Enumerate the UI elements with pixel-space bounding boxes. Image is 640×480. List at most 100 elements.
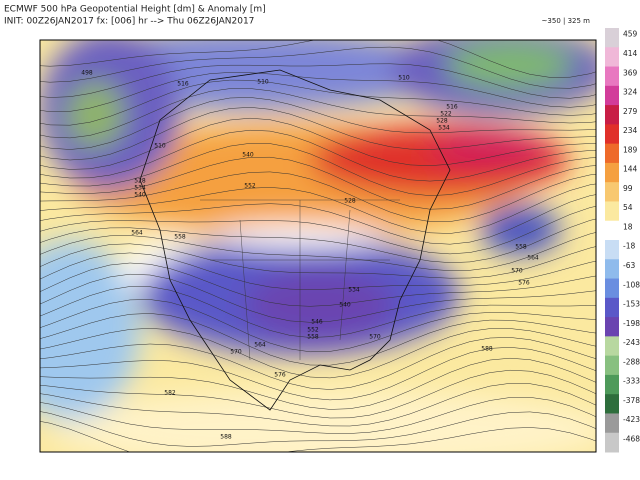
contour-line bbox=[40, 369, 596, 419]
contour-label: 528 bbox=[436, 118, 448, 125]
colorbar-label: 144 bbox=[623, 165, 638, 174]
contour-line bbox=[40, 347, 596, 401]
contour-label: 534 bbox=[438, 125, 450, 132]
contour-label: 564 bbox=[527, 255, 539, 262]
contour-line bbox=[40, 383, 596, 427]
colorbar-swatch bbox=[605, 66, 619, 87]
colorbar-swatch bbox=[605, 220, 619, 241]
contour-label: 552 bbox=[244, 183, 256, 190]
contour-label: 510 bbox=[154, 143, 166, 150]
colorbar-swatch bbox=[605, 413, 619, 434]
contour-label: 516 bbox=[446, 104, 458, 111]
contour-label: 540 bbox=[242, 152, 254, 159]
colorbar-swatch bbox=[605, 28, 619, 48]
contour-label: 576 bbox=[518, 280, 530, 287]
colorbar-label: -378 bbox=[623, 396, 640, 405]
contour-line bbox=[40, 97, 596, 150]
colorbar-swatch bbox=[605, 201, 619, 222]
colorbar-label: 324 bbox=[623, 88, 638, 97]
contour-label: 546 bbox=[311, 319, 323, 326]
contour-label: 570 bbox=[511, 268, 523, 275]
colorbar-label: 189 bbox=[623, 145, 638, 154]
colorbar-label: 54 bbox=[623, 203, 633, 212]
contour-label: 588 bbox=[220, 434, 232, 441]
colorbar-label: -18 bbox=[623, 242, 635, 251]
contour-label: 528 bbox=[344, 198, 356, 205]
contour-label: 522 bbox=[440, 111, 452, 118]
colorbar-swatch bbox=[605, 374, 619, 395]
colorbar-swatch bbox=[605, 432, 619, 453]
contour-label: 540 bbox=[339, 302, 351, 309]
colorbar-swatch bbox=[605, 182, 619, 202]
colorbar-swatch bbox=[605, 47, 619, 68]
contour-line bbox=[40, 357, 596, 410]
contour-line bbox=[40, 337, 596, 390]
colorbar-swatch bbox=[605, 162, 619, 183]
contour-line bbox=[40, 328, 596, 379]
colorbar-label: -63 bbox=[623, 261, 635, 270]
colorbar-label: 414 bbox=[623, 49, 638, 58]
contour-label: 516 bbox=[177, 81, 189, 88]
contour-line bbox=[40, 143, 596, 196]
contour-line bbox=[40, 273, 596, 323]
contour-label: 570 bbox=[369, 334, 381, 341]
colorbar-swatch bbox=[605, 336, 619, 357]
colorbar-label: 99 bbox=[623, 184, 633, 193]
contour-label: 558 bbox=[515, 244, 527, 251]
colorbar-swatch bbox=[605, 259, 619, 280]
colorbar-label: -423 bbox=[623, 415, 640, 424]
contour-label: 510 bbox=[257, 79, 269, 86]
title: ECMWF 500 hPa Geopotential Height [dm] &… bbox=[4, 5, 266, 15]
contour-line bbox=[40, 218, 596, 263]
contour-label: 588 bbox=[481, 346, 493, 353]
colorbar-swatch bbox=[605, 240, 619, 260]
contour-label: 576 bbox=[274, 372, 286, 379]
colorbar-swatch bbox=[605, 278, 619, 299]
contour-line bbox=[40, 232, 596, 271]
contour-line bbox=[40, 206, 596, 255]
contour-line bbox=[40, 313, 596, 366]
contour-line bbox=[40, 46, 596, 89]
contour-line bbox=[40, 262, 596, 307]
contour-line bbox=[40, 252, 596, 290]
colorbar-swatch bbox=[605, 297, 619, 318]
colorbar-label: 234 bbox=[623, 126, 638, 135]
colorbar-swatch bbox=[605, 143, 619, 164]
contour-label: 564 bbox=[254, 342, 266, 349]
colorbar-label: -153 bbox=[623, 300, 640, 309]
colorbar: 459 414 369 324 279 234 189 144 99 54 18 -18 -63 -108… bbox=[605, 28, 640, 453]
anomaly-range: ~350 | 325 m bbox=[542, 17, 591, 25]
colorbar-swatch bbox=[605, 105, 619, 125]
colorbar-label: 369 bbox=[623, 68, 638, 77]
contour-label: 564 bbox=[131, 230, 143, 237]
contour-line bbox=[40, 299, 596, 353]
contour-line bbox=[40, 171, 596, 222]
colorbar-swatch bbox=[605, 355, 619, 376]
contour-label: 534 bbox=[134, 185, 146, 192]
contour-label: 528 bbox=[134, 178, 146, 185]
contour-label: 558 bbox=[174, 234, 186, 241]
contour-line bbox=[40, 183, 596, 234]
colorbar-swatch bbox=[605, 394, 619, 414]
contour-label: 540 bbox=[134, 192, 146, 199]
colorbar-label: 459 bbox=[623, 30, 638, 39]
colorbar-swatch bbox=[605, 317, 619, 337]
contour-line bbox=[40, 243, 596, 279]
contour-label: 534 bbox=[348, 287, 360, 294]
contour-line bbox=[40, 286, 596, 338]
contour-line bbox=[40, 397, 596, 434]
contour-line bbox=[40, 40, 596, 78]
contour-line bbox=[40, 79, 596, 126]
contour-line bbox=[40, 194, 596, 245]
init-line: INIT: 00Z26JAN2017 fx: [006] hr --> Thu … bbox=[4, 17, 254, 27]
contour-line bbox=[40, 117, 596, 170]
contour-label: 510 bbox=[398, 75, 410, 82]
colorbar-swatch bbox=[605, 85, 619, 106]
colorbar-label: 18 bbox=[623, 222, 633, 231]
contour-label: 498 bbox=[81, 70, 93, 77]
contour-label: 570 bbox=[230, 349, 242, 356]
colorbar-swatch bbox=[605, 124, 619, 145]
map-frame bbox=[39, 39, 597, 453]
